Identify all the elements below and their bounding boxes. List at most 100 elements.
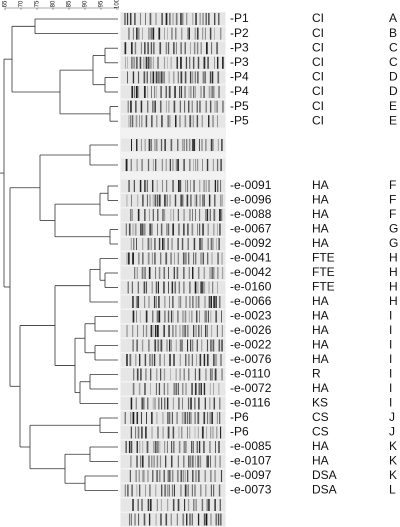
pulsotype: F <box>389 193 396 207</box>
isolate-id: -e-0091 <box>230 178 272 192</box>
pulsotype: J <box>389 410 395 424</box>
isolate-source: CI <box>312 40 324 54</box>
pulsotype: L <box>389 483 396 497</box>
gel-lane <box>121 382 225 396</box>
isolate-id: -e-0110 <box>230 367 271 381</box>
pulsotype: I <box>389 309 392 323</box>
isolate-source: DSA <box>312 468 337 482</box>
isolate-id: -P6 <box>230 410 249 424</box>
isolate-source: R <box>312 367 321 381</box>
isolate-source: HA <box>312 352 329 366</box>
isolate-source: HA <box>312 207 329 221</box>
pulsotype: I <box>389 381 392 395</box>
isolate-id: -P5 <box>230 99 249 113</box>
isolate-source: HA <box>312 294 329 308</box>
isolate-source: HA <box>312 381 329 395</box>
pulsotype: J <box>389 425 395 439</box>
scale-tick-label: 95 <box>99 0 105 7</box>
scale-tick-label: 65 <box>3 0 9 7</box>
pulsotype: G <box>389 236 398 250</box>
gel-lane <box>121 368 225 381</box>
gel-lane <box>121 339 225 352</box>
isolate-source: DSA <box>312 483 337 497</box>
pulsotype: I <box>389 323 392 337</box>
gel-lane <box>121 158 225 172</box>
pulsotype: H <box>389 294 398 308</box>
scale-tick-label: 100 <box>115 0 121 9</box>
isolate-id: -e-0085 <box>230 439 272 453</box>
isolate-id: -e-0022 <box>230 338 272 352</box>
isolate-id: -e-0160 <box>230 280 272 294</box>
pulsotype: F <box>389 207 396 221</box>
isolate-id: -e-0088 <box>230 207 272 221</box>
gel-lane <box>121 138 225 152</box>
isolate-id: -P5 <box>230 113 249 127</box>
isolate-source: HA <box>312 222 329 236</box>
isolate-id: -P2 <box>230 26 249 40</box>
isolate-source: KS <box>312 396 328 410</box>
pulsotype: G <box>389 222 398 236</box>
pulsotype: H <box>389 265 398 279</box>
scale-tick-label: 80 <box>51 0 57 7</box>
isolate-source: HA <box>312 454 329 468</box>
gel-lane <box>121 100 225 114</box>
isolate-id: -e-0092 <box>230 236 272 250</box>
isolate-source: FTE <box>312 280 335 294</box>
isolate-id: -e-0026 <box>230 323 272 337</box>
isolate-id: -e-0042 <box>230 265 272 279</box>
gel-lane <box>121 455 225 468</box>
scale-tick-label: 85 <box>67 0 73 7</box>
pulsotype: D <box>389 84 398 98</box>
isolate-id: -e-0067 <box>230 222 272 236</box>
isolate-id: -e-0072 <box>230 381 272 395</box>
isolate-id: -P4 <box>230 70 249 84</box>
pulsotype: I <box>389 338 392 352</box>
scale-tick-label: 90 <box>83 0 89 7</box>
isolate-source: HA <box>312 309 329 323</box>
isolate-id: -e-0076 <box>230 352 272 366</box>
isolate-source: CS <box>312 425 329 439</box>
pulsotype: K <box>389 454 397 468</box>
pulsotype: H <box>389 280 398 294</box>
pulsotype: F <box>389 178 396 192</box>
isolate-id: -e-0097 <box>230 468 272 482</box>
isolate-source: HA <box>312 236 329 250</box>
isolate-id: -P3 <box>230 40 249 54</box>
isolate-id: -P1 <box>230 11 249 25</box>
isolate-source: CI <box>312 55 324 69</box>
pulsotype: I <box>389 367 392 381</box>
isolate-id: -e-0073 <box>230 483 272 497</box>
isolate-source: FTE <box>312 265 335 279</box>
pulsotype: D <box>389 70 398 84</box>
pulsotype: K <box>389 468 397 482</box>
isolate-id: -P4 <box>230 84 249 98</box>
pulsotype: C <box>389 40 398 54</box>
pulsotype: K <box>389 439 397 453</box>
gel-lane <box>121 12 225 26</box>
gel-lane <box>121 513 225 526</box>
isolate-source: HA <box>312 439 329 453</box>
isolate-id: -e-0116 <box>230 396 271 410</box>
isolate-source: CI <box>312 70 324 84</box>
isolate-source: CI <box>312 113 324 127</box>
isolate-id: -P6 <box>230 425 249 439</box>
isolate-id: -e-0023 <box>230 309 272 323</box>
isolate-source: HA <box>312 338 329 352</box>
gel-lane <box>121 252 225 265</box>
isolate-source: FTE <box>312 251 335 265</box>
gel-lane <box>121 85 225 99</box>
gel-lane <box>121 27 225 41</box>
pulsotype: H <box>389 251 398 265</box>
isolate-source: CI <box>312 84 324 98</box>
pulsotype: I <box>389 352 392 366</box>
pulsotype: E <box>389 113 397 127</box>
isolate-id: -e-0096 <box>230 193 272 207</box>
gel-lane <box>121 208 225 222</box>
gel-lane <box>121 237 225 251</box>
isolate-source: CI <box>312 11 324 25</box>
scale-tick-label: 70 <box>19 0 25 7</box>
gel-lane <box>121 353 225 367</box>
isolate-id: -e-0066 <box>230 294 272 308</box>
isolate-source: HA <box>312 323 329 337</box>
